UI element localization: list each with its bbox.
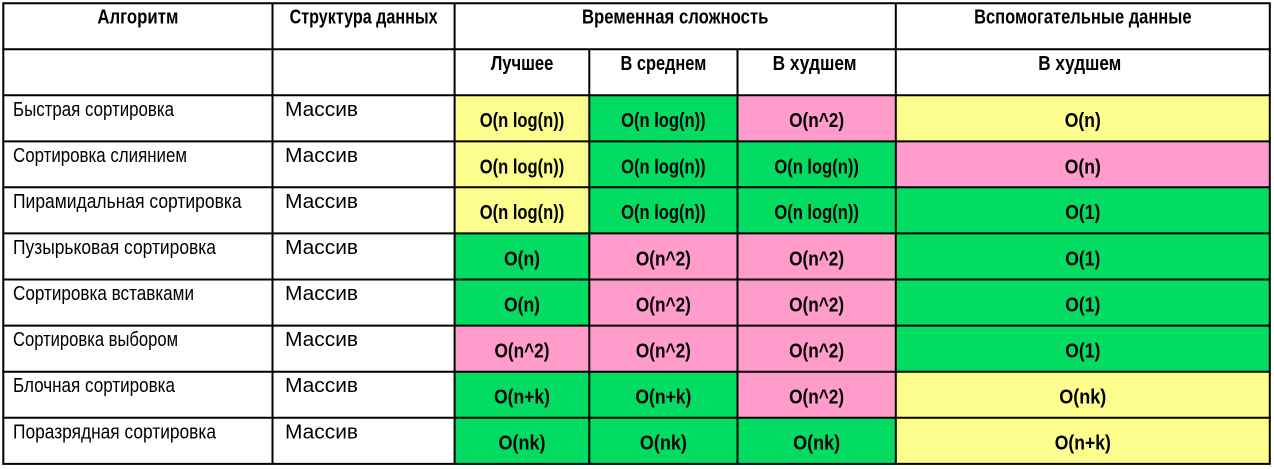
svg-text:Быстрая сортировка: Быстрая сортировка <box>13 99 175 121</box>
svg-text:Сортировка выбором: Сортировка выбором <box>13 329 178 351</box>
svg-text:O(1): O(1) <box>1065 341 1100 363</box>
svg-text:O(n^2): O(n^2) <box>495 341 550 363</box>
svg-text:O(n): O(n) <box>1065 110 1101 132</box>
svg-text:В среднем: В среднем <box>621 53 707 75</box>
svg-text:Сортировка слиянием: Сортировка слиянием <box>13 145 187 167</box>
svg-text:Лучшее: Лучшее <box>491 53 554 75</box>
svg-text:O(1): O(1) <box>1065 248 1100 270</box>
svg-text:O(n+k): O(n+k) <box>494 387 550 409</box>
svg-text:O(n): O(n) <box>1065 156 1101 178</box>
svg-text:O(n): O(n) <box>504 248 540 270</box>
svg-text:O(nk): O(nk) <box>793 433 840 455</box>
svg-text:Поразрядная сортировка: Поразрядная сортировка <box>13 421 217 443</box>
svg-text:Структура данных: Структура данных <box>290 7 438 29</box>
svg-text:O(n): O(n) <box>504 294 540 316</box>
svg-text:O(n^2): O(n^2) <box>789 341 844 363</box>
svg-text:Массив: Массив <box>285 237 358 259</box>
svg-text:O(n log(n)): O(n log(n)) <box>480 156 565 178</box>
svg-text:O(n^2): O(n^2) <box>636 341 691 363</box>
svg-text:Массив: Массив <box>285 191 358 213</box>
svg-text:Массив: Массив <box>285 329 358 351</box>
svg-text:O(n^2): O(n^2) <box>636 294 691 316</box>
svg-text:O(n log(n)): O(n log(n)) <box>621 202 706 224</box>
svg-text:O(n log(n)): O(n log(n)) <box>621 110 706 132</box>
svg-text:Массив: Массив <box>285 375 358 397</box>
svg-text:В худшем: В худшем <box>773 53 857 75</box>
svg-text:Массив: Массив <box>285 99 358 121</box>
svg-text:O(nk): O(nk) <box>1059 387 1106 409</box>
svg-text:Пирамидальная сортировка: Пирамидальная сортировка <box>13 191 242 213</box>
svg-text:O(n^2): O(n^2) <box>789 294 844 316</box>
svg-text:O(n log(n)): O(n log(n)) <box>621 156 706 178</box>
svg-text:Массив: Массив <box>285 421 358 443</box>
svg-text:O(n log(n)): O(n log(n)) <box>774 202 859 224</box>
svg-text:O(n^2): O(n^2) <box>636 248 691 270</box>
svg-text:O(n log(n)): O(n log(n)) <box>774 156 859 178</box>
svg-text:O(n^2): O(n^2) <box>789 248 844 270</box>
svg-text:O(n^2): O(n^2) <box>789 387 844 409</box>
svg-text:O(n+k): O(n+k) <box>1055 433 1111 455</box>
svg-text:O(nk): O(nk) <box>640 433 687 455</box>
svg-text:В худшем: В худшем <box>1038 53 1121 75</box>
svg-text:Алгоритм: Алгоритм <box>97 7 178 29</box>
svg-text:O(1): O(1) <box>1065 294 1100 316</box>
svg-text:O(1): O(1) <box>1065 202 1100 224</box>
svg-text:O(nk): O(nk) <box>499 433 546 455</box>
svg-text:O(n^2): O(n^2) <box>789 110 844 132</box>
svg-text:Блочная сортировка: Блочная сортировка <box>13 375 176 397</box>
svg-text:O(n log(n)): O(n log(n)) <box>480 202 565 224</box>
svg-text:O(n+k): O(n+k) <box>635 387 691 409</box>
svg-text:Сортировка вставками: Сортировка вставками <box>13 283 194 305</box>
svg-text:Массив: Массив <box>285 145 358 167</box>
svg-text:Вспомогательные данные: Вспомогательные данные <box>974 7 1191 29</box>
svg-text:O(n log(n)): O(n log(n)) <box>480 110 565 132</box>
svg-text:Временная сложность: Временная сложность <box>582 7 769 29</box>
svg-text:Пузырьковая сортировка: Пузырьковая сортировка <box>13 237 217 259</box>
svg-text:Массив: Массив <box>285 283 358 305</box>
